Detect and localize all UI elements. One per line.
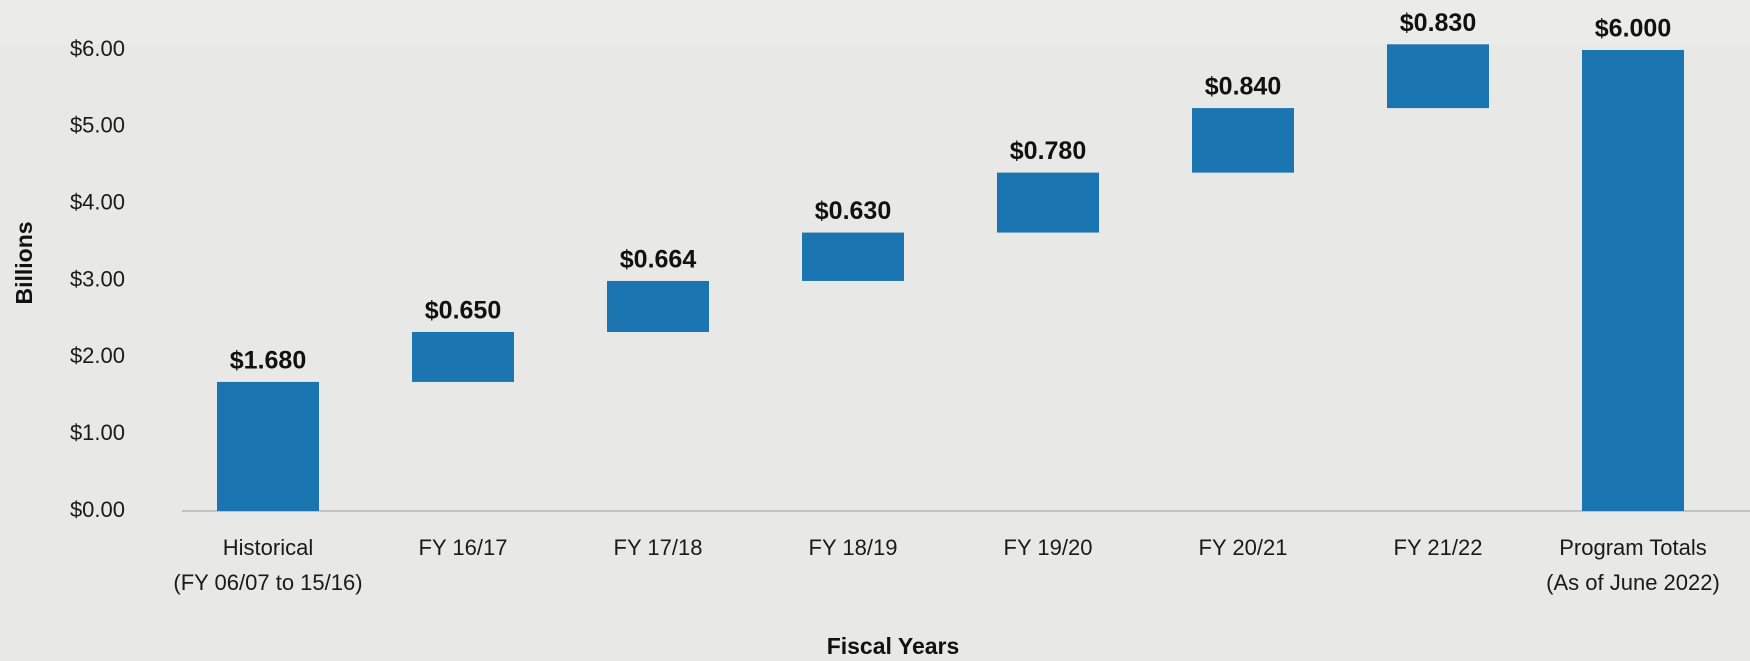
y-tick-label: $4.00 (70, 189, 125, 214)
bar (1582, 50, 1684, 511)
y-tick-label: $2.00 (70, 343, 125, 368)
value-label: $0.664 (620, 246, 697, 274)
value-label: $0.650 (425, 297, 501, 325)
bar (607, 280, 709, 332)
x-tick-label: FY 16/17 (419, 535, 508, 560)
top-band (0, 0, 1750, 44)
value-label: $0.780 (1010, 137, 1086, 165)
x-tick-label: Program Totals (1559, 535, 1707, 560)
y-tick-label: $1.00 (70, 420, 125, 445)
value-label: $0.630 (815, 197, 891, 225)
x-tick-label: (FY 06/07 to 15/16) (173, 570, 362, 595)
y-tick-label: $5.00 (70, 113, 125, 138)
x-tick-label: (As of June 2022) (1546, 570, 1720, 595)
value-label: $0.840 (1205, 73, 1281, 101)
x-axis-title: Fiscal Years (827, 633, 960, 659)
y-tick-label: $6.00 (70, 36, 125, 61)
bar (1387, 44, 1489, 109)
x-tick-label: FY 20/21 (1199, 535, 1288, 560)
x-tick-label: FY 18/19 (809, 535, 898, 560)
value-label: $6.000 (1595, 15, 1671, 43)
y-tick-label: $3.00 (70, 266, 125, 291)
y-tick-label: $0.00 (70, 497, 125, 522)
value-label: $0.830 (1400, 9, 1476, 37)
x-tick-label: FY 21/22 (1394, 535, 1483, 560)
bar (1192, 108, 1294, 173)
value-label: $1.680 (230, 347, 306, 375)
bar (217, 381, 319, 511)
bar (997, 172, 1099, 233)
x-tick-label: Historical (223, 535, 313, 560)
y-axis-title: Billions (11, 221, 37, 304)
x-tick-label: FY 17/18 (614, 535, 703, 560)
bar (802, 232, 904, 281)
bar (412, 331, 514, 382)
x-tick-label: FY 19/20 (1004, 535, 1093, 560)
